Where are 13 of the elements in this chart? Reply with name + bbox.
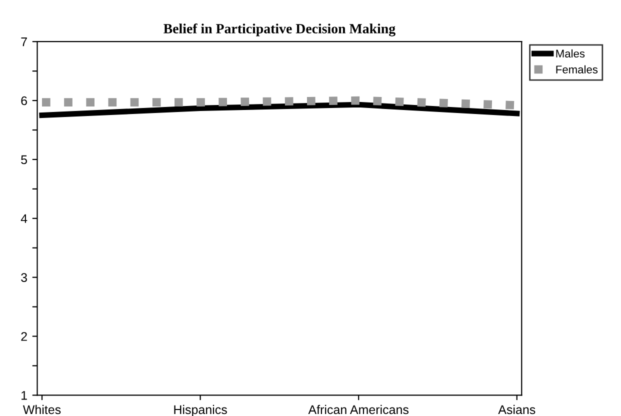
y-tick-label: 1 xyxy=(22,391,27,400)
y-tick-label: 6 xyxy=(21,96,27,106)
chart-title: Belief in Participative Decision Making xyxy=(164,23,396,36)
x-tick-label: Asians xyxy=(498,404,536,414)
y-tick-label: 2 xyxy=(21,332,27,341)
y-tick-label: 5 xyxy=(21,155,28,164)
y-tick-label: 4 xyxy=(20,214,28,223)
legend-label: Males xyxy=(556,49,585,58)
y-tick-label: 7 xyxy=(21,38,27,46)
y-tick-label: 3 xyxy=(21,273,27,282)
x-tick-label: Whites xyxy=(22,404,61,414)
x-tick-label: African Americans xyxy=(308,404,409,414)
legend-label: Females xyxy=(556,65,598,74)
